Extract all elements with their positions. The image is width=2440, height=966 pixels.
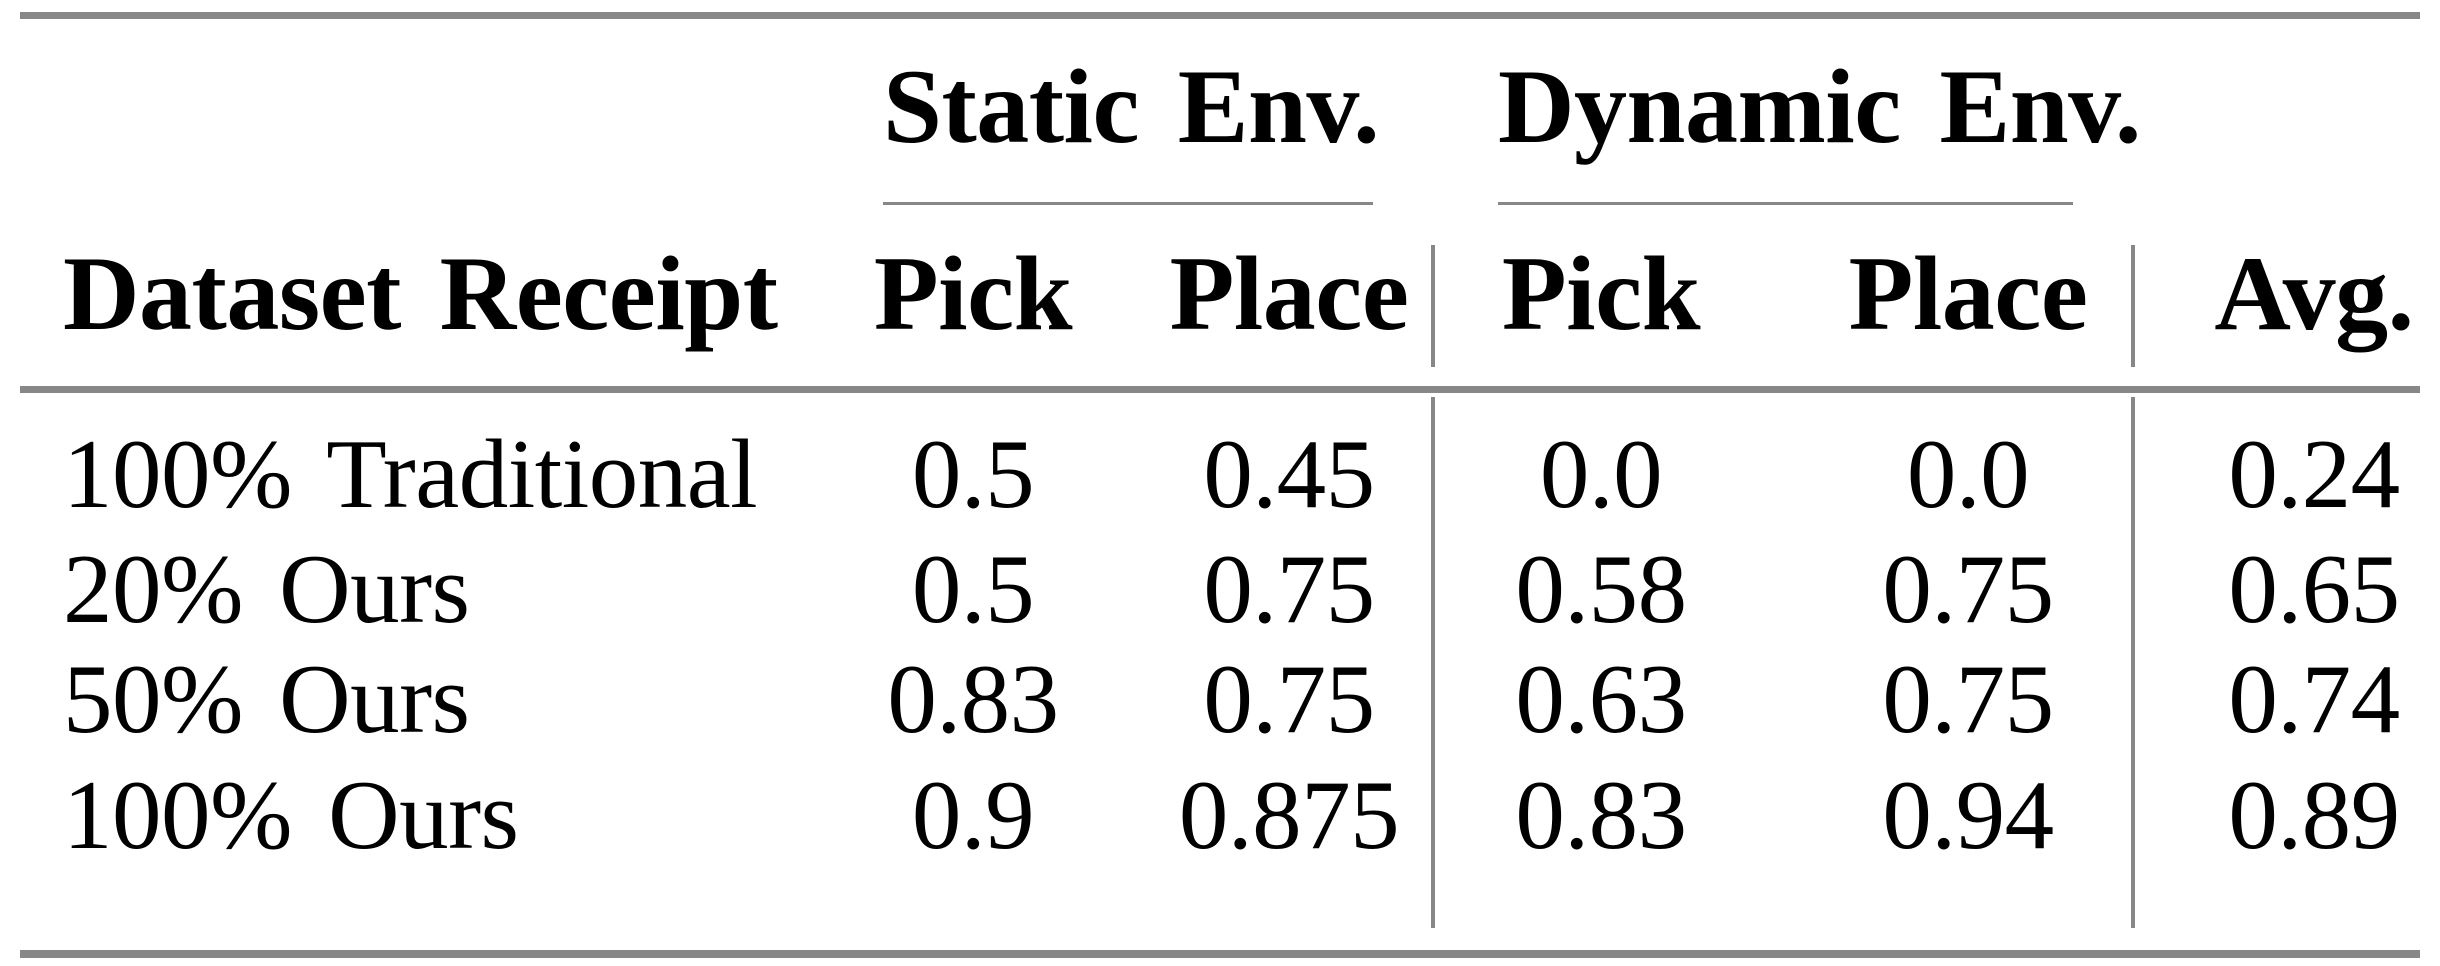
row-label: 100% Traditional <box>63 420 758 529</box>
cell-dynamic-place: 0.75 <box>1882 535 2054 644</box>
header-static-pick: Pick <box>873 235 1073 352</box>
row-label: 20% Ours <box>63 535 470 644</box>
bottom-rule <box>20 950 2420 958</box>
header-static-place: Place <box>1169 235 1409 352</box>
cell-avg: 0.89 <box>2228 761 2400 870</box>
cell-dynamic-pick: 0.63 <box>1515 645 1687 754</box>
column-group-dynamic-env: Dynamic Env. <box>1498 48 2141 165</box>
cell-dynamic-place: 0.0 <box>1906 420 2030 529</box>
cell-dynamic-pick: 0.83 <box>1515 761 1687 870</box>
header-dynamic-pick: Pick <box>1501 235 1701 352</box>
cell-dynamic-place: 0.94 <box>1882 761 2054 870</box>
cell-dynamic-place: 0.75 <box>1882 645 2054 754</box>
cell-static-place: 0.45 <box>1203 420 1375 529</box>
header-dynamic-place: Place <box>1848 235 2088 352</box>
cell-static-pick: 0.9 <box>911 761 1035 870</box>
row-label: 50% Ours <box>63 645 470 754</box>
cell-avg: 0.74 <box>2228 645 2400 754</box>
header-vertical-separator-1 <box>1431 245 1435 367</box>
cell-static-pick: 0.83 <box>887 645 1059 754</box>
header-dataset-receipt: Dataset Receipt <box>63 235 778 352</box>
dynamic-group-underline <box>1498 202 2073 205</box>
header-bottom-rule <box>20 386 2420 393</box>
cell-static-pick: 0.5 <box>911 535 1035 644</box>
top-rule <box>20 12 2420 19</box>
cell-static-pick: 0.5 <box>911 420 1035 529</box>
row-label: 100% Ours <box>63 761 519 870</box>
header-vertical-separator-2 <box>2131 245 2135 367</box>
cell-static-place: 0.875 <box>1178 761 1400 870</box>
cell-dynamic-pick: 0.0 <box>1539 420 1663 529</box>
cell-avg: 0.65 <box>2228 535 2400 644</box>
body-vertical-separator-1 <box>1431 397 1435 928</box>
body-vertical-separator-2 <box>2131 397 2135 928</box>
cell-avg: 0.24 <box>2228 420 2400 529</box>
cell-static-place: 0.75 <box>1203 645 1375 754</box>
cell-dynamic-pick: 0.58 <box>1515 535 1687 644</box>
header-avg: Avg. <box>2214 235 2414 352</box>
cell-static-place: 0.75 <box>1203 535 1375 644</box>
static-group-underline <box>883 202 1373 205</box>
column-group-static-env: Static Env. <box>883 48 1380 165</box>
